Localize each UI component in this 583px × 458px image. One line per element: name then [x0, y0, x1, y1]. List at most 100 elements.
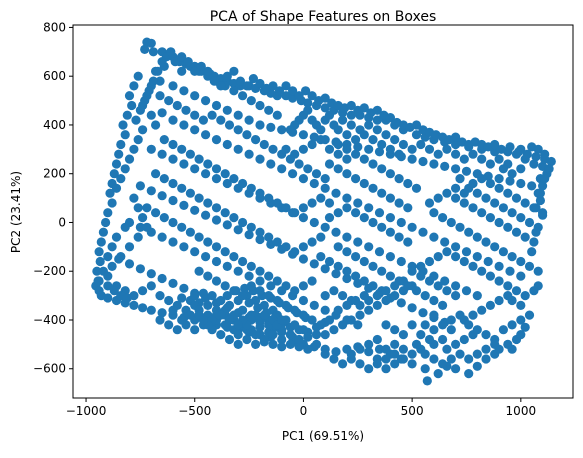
data-point: [531, 152, 541, 162]
data-point: [268, 339, 278, 349]
data-point: [333, 242, 343, 252]
data-point: [107, 198, 117, 208]
data-point: [429, 325, 439, 335]
data-point: [216, 295, 226, 306]
data-point: [238, 256, 248, 267]
data-point: [498, 325, 508, 335]
data-point: [529, 159, 539, 169]
data-point: [374, 344, 385, 354]
data-point: [148, 47, 158, 57]
data-point: [411, 120, 422, 130]
data-point: [331, 347, 341, 357]
data-point: [320, 264, 330, 274]
y-tick-label: −400: [33, 313, 66, 327]
data-point: [420, 291, 430, 301]
data-point: [194, 193, 204, 203]
data-point: [220, 247, 230, 257]
data-point: [461, 286, 472, 296]
data-point: [320, 330, 330, 340]
data-point: [394, 174, 404, 184]
data-point: [238, 178, 248, 189]
data-point: [179, 120, 189, 130]
data-point: [374, 247, 385, 257]
data-point: [529, 203, 539, 213]
data-point: [324, 256, 335, 267]
data-point: [129, 300, 139, 310]
data-point: [359, 103, 369, 113]
data-point: [246, 281, 256, 291]
data-point: [146, 110, 156, 120]
data-point: [190, 291, 200, 301]
data-point: [181, 320, 191, 330]
data-point: [472, 349, 482, 359]
data-point: [207, 291, 217, 301]
data-point: [133, 203, 143, 213]
data-point: [201, 252, 211, 262]
data-point: [298, 310, 308, 320]
data-point: [516, 330, 526, 340]
data-point: [451, 252, 461, 262]
data-point: [451, 242, 461, 252]
data-point: [364, 347, 374, 357]
data-point: [131, 115, 141, 125]
data-point: [298, 242, 308, 252]
data-point: [179, 200, 189, 210]
data-point: [222, 105, 232, 115]
data-point: [107, 261, 117, 271]
data-point: [201, 96, 211, 106]
data-point: [472, 252, 482, 262]
data-point: [129, 144, 139, 154]
data-point: [420, 320, 430, 330]
data-point: [396, 217, 406, 228]
data-point: [294, 159, 304, 169]
data-point: [142, 222, 152, 232]
data-point: [355, 310, 365, 320]
data-point: [540, 174, 550, 184]
data-point: [311, 169, 322, 179]
data-point: [459, 334, 469, 345]
data-point: [244, 149, 254, 159]
data-point: [238, 217, 248, 228]
data-point: [259, 310, 269, 320]
data-point: [222, 261, 232, 271]
data-point: [514, 147, 524, 157]
data-point: [272, 110, 282, 120]
data-point: [320, 183, 330, 193]
data-point: [364, 203, 374, 213]
data-point: [398, 276, 408, 286]
data-point: [342, 154, 352, 164]
y-axis: −600 −400 −200 0 200 400 600 800: [33, 20, 73, 376]
data-point: [496, 144, 506, 154]
data-point: [485, 178, 495, 189]
data-point: [229, 66, 239, 76]
data-point: [498, 247, 508, 257]
data-point: [438, 359, 448, 369]
data-point: [355, 359, 365, 369]
data-point: [459, 256, 469, 267]
data-point: [372, 300, 382, 310]
data-point: [485, 159, 495, 169]
data-point: [307, 276, 317, 286]
data-point: [255, 276, 265, 286]
data-point: [194, 232, 204, 242]
data-point: [416, 139, 426, 150]
data-point: [277, 315, 287, 325]
data-point: [111, 183, 122, 193]
data-point: [281, 203, 291, 213]
data-point: [233, 330, 243, 340]
data-point: [385, 169, 395, 179]
data-point: [190, 125, 200, 135]
data-point: [168, 195, 178, 206]
data-point: [298, 254, 308, 264]
data-point: [411, 130, 422, 140]
data-point: [477, 305, 487, 315]
data-point: [364, 339, 374, 349]
data-point: [511, 286, 522, 296]
data-point: [440, 161, 450, 171]
data-point: [272, 198, 282, 208]
data-point: [233, 266, 243, 276]
data-point: [377, 164, 387, 174]
data-point: [146, 186, 156, 196]
data-point: [464, 320, 474, 330]
data-point: [118, 120, 128, 130]
